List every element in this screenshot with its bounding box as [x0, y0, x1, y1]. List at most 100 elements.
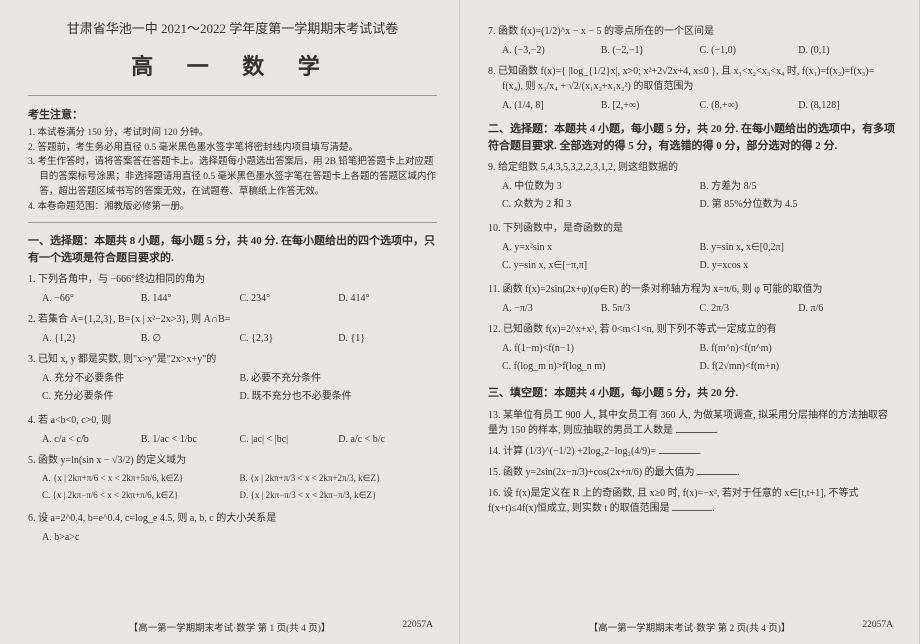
fill-blank — [672, 502, 712, 511]
opt-a: A. (−3,−2) — [502, 43, 601, 58]
q15-stem: 15. 函数 y=2sin(2x−π/3)+cos(2x+π/6) 的最大值为 — [488, 467, 695, 478]
question-6: 6. 设 a=2^0.4, b=e^0.4, c=log_e 4.5, 则 a,… — [28, 511, 437, 545]
opt-a: A. −66° — [42, 291, 141, 306]
q3-options: A. 充分不必要条件 B. 必要不充分条件 C. 充分必要条件 D. 既不充分也… — [42, 371, 437, 407]
opt-b: B. y=sin x, x∈[0,2π] — [700, 240, 898, 255]
opt-c: C. f(log_m n)>f(log_n m) — [502, 359, 700, 374]
opt-a: A. {1,2} — [42, 331, 141, 346]
notice-item: 2. 答题前，考生务必用直径 0.5 毫米黑色墨水签字笔将密封线内项目填写清楚。 — [28, 141, 437, 156]
question-2: 2. 若集合 A={1,2,3}, B={x | x²−2x>3}, 则 A∩B… — [28, 312, 437, 346]
q3-stem: 3. 已知 x, y 都是实数, 则"x>y"是"2x>x+y"的 — [28, 352, 437, 367]
question-10: 10. 下列函数中，是奇函数的是 A. y=x²sin x B. y=sin x… — [488, 221, 897, 276]
q1-stem: 1. 下列各角中，与 −666°终边相同的角为 — [28, 272, 437, 287]
opt-d: D. (8,128] — [798, 98, 897, 113]
opt-b: B. 方差为 8/5 — [700, 179, 898, 194]
q4-stem: 4. 若 a<b<0, c>0, 则 — [28, 413, 437, 428]
opt-c: C. 充分必要条件 — [42, 389, 240, 404]
opt-d: D. 414° — [338, 291, 437, 306]
opt-b: B. 5π/3 — [601, 301, 700, 316]
opt-d: D. f(2√mn)<f(m+n) — [700, 359, 898, 374]
q12-options: A. f(1−m)<f(n−1) B. f(m^n)<f(n^m) C. f(l… — [502, 341, 897, 377]
q8-stem2: f(x₄), 则 x₃/x₄ + √2/(x₁x₂+x₁x₂²) 的取值范围为 — [488, 79, 897, 94]
opt-d: D. 第 85%分位数为 4.5 — [700, 197, 898, 212]
opt-c: C. y=sin x, x∈[−π,π] — [502, 258, 700, 273]
opt-a: A. (1/4, 8] — [502, 98, 601, 113]
footer-code: 22057A — [862, 620, 893, 630]
opt-d: D. (0,1) — [798, 43, 897, 58]
opt-c: C. {x | 2kπ−π/6 < x < 2kπ+π/6, k∈Z} — [42, 489, 240, 503]
q6-stem: 6. 设 a=2^0.4, b=e^0.4, c=log_e 4.5, 则 a,… — [28, 511, 437, 526]
q6-options: A. b>a>c — [42, 530, 437, 545]
section-2-title: 二、选择题：本题共 4 小题，每小题 5 分，共 20 分. 在每小题给出的选项… — [488, 121, 897, 154]
opt-b: B. f(m^n)<f(n^m) — [700, 341, 898, 356]
section-1-title: 一、选择题：本题共 8 小题，每小题 5 分，共 40 分. 在每小题给出的四个… — [28, 233, 437, 266]
fill-blank — [697, 466, 737, 475]
q12-stem: 12. 已知函数 f(x)=2^x+x³, 若 0<m<1<n, 则下列不等式一… — [488, 322, 897, 337]
q9-options: A. 中位数为 3 B. 方差为 8/5 C. 众数为 2 和 3 D. 第 8… — [502, 179, 897, 215]
footer-text: 【高一第一学期期末考试·数学 第 1 页(共 4 页)】 — [129, 624, 331, 634]
opt-b: B. 144° — [141, 291, 240, 306]
question-16: 16. 设 f(x)是定义在 R 上的奇函数, 且 x≥0 时, f(x)=−x… — [488, 486, 897, 516]
opt-c: C. (−1,0) — [700, 43, 799, 58]
q1-options: A. −66° B. 144° C. 234° D. 414° — [42, 291, 437, 306]
q7-stem: 7. 函数 f(x)=(1/2)^x − x − 5 的零点所在的一个区间是 — [488, 24, 897, 39]
opt-a: A. {x | 2kπ+π/6 < x < 2kπ+5π/6, k∈Z} — [42, 472, 240, 486]
question-11: 11. 函数 f(x)=2sin(2x+φ)(φ∈R) 的一条对称轴方程为 x=… — [488, 282, 897, 316]
opt-a: A. f(1−m)<f(n−1) — [502, 341, 700, 356]
notice-item: 4. 本卷命题范围：湘教版必修第一册。 — [28, 200, 437, 215]
q11-options: A. −π/3 B. 5π/3 C. 2π/3 D. π/6 — [502, 301, 897, 316]
opt-c: C. {2,3} — [240, 331, 339, 346]
opt-a: A. 充分不必要条件 — [42, 371, 240, 386]
question-9: 9. 给定组数 5,4,3,5,3,2,2,3,1,2, 则这组数据的 A. 中… — [488, 160, 897, 215]
opt-c: C. 234° — [240, 291, 339, 306]
question-8: 8. 已知函数 f(x)={ |log_{1/2}x|, x>0; x²+2√2… — [488, 64, 897, 113]
question-15: 15. 函数 y=2sin(2x−π/3)+cos(2x+π/6) 的最大值为 … — [488, 465, 897, 480]
q4-options: A. c/a < c/b B. 1/ac < 1/bc C. |ac| < |b… — [42, 432, 437, 447]
divider — [28, 222, 437, 223]
q2-options: A. {1,2} B. ∅ C. {2,3} D. {1} — [42, 331, 437, 346]
footer-text: 【高一第一学期期末考试·数学 第 2 页(共 4 页)】 — [589, 624, 791, 634]
opt-b: B. 必要不充分条件 — [240, 371, 438, 386]
q5-options: A. {x | 2kπ+π/6 < x < 2kπ+5π/6, k∈Z} B. … — [42, 472, 437, 505]
divider — [28, 95, 437, 96]
question-12: 12. 已知函数 f(x)=2^x+x³, 若 0<m<1<n, 则下列不等式一… — [488, 322, 897, 377]
q7-options: A. (−3,−2) B. (−2,−1) C. (−1,0) D. (0,1) — [502, 43, 897, 58]
page-1: 甘肃省华池一中 2021～2022 学年度第一学期期末考试试卷 高 一 数 学 … — [0, 0, 460, 644]
opt-a: A. c/a < c/b — [42, 432, 141, 447]
q11-stem: 11. 函数 f(x)=2sin(2x+φ)(φ∈R) 的一条对称轴方程为 x=… — [488, 282, 897, 297]
q14-stem: 14. 计算 (1/3)^(−1/2) +2log₂2−log₂(4/9)= — [488, 446, 656, 457]
opt-d: D. {1} — [338, 331, 437, 346]
q8-options: A. (1/4, 8] B. [2,+∞) C. (8,+∞) D. (8,12… — [502, 98, 897, 113]
q2-stem: 2. 若集合 A={1,2,3}, B={x | x²−2x>3}, 则 A∩B… — [28, 312, 437, 327]
opt-a: A. y=x²sin x — [502, 240, 700, 255]
question-3: 3. 已知 x, y 都是实数, 则"x>y"是"2x>x+y"的 A. 充分不… — [28, 352, 437, 407]
q10-stem: 10. 下列函数中，是奇函数的是 — [488, 221, 897, 236]
section-3-title: 三、填空题：本题共 4 小题，每小题 5 分，共 20 分. — [488, 385, 897, 402]
question-7: 7. 函数 f(x)=(1/2)^x − x − 5 的零点所在的一个区间是 A… — [488, 24, 897, 58]
opt-d: D. 既不充分也不必要条件 — [240, 389, 438, 404]
opt-b: B. (−2,−1) — [601, 43, 700, 58]
opt-d: D. π/6 — [798, 301, 897, 316]
fill-blank — [676, 424, 716, 433]
opt-c: C. (8,+∞) — [700, 98, 799, 113]
question-14: 14. 计算 (1/3)^(−1/2) +2log₂2−log₂(4/9)= . — [488, 444, 897, 459]
opt-b: B. 1/ac < 1/bc — [141, 432, 240, 447]
opt-b: B. [2,+∞) — [601, 98, 700, 113]
notice-list: 1. 本试卷满分 150 分，考试时间 120 分钟。 2. 答题前，考生务必用… — [28, 126, 437, 214]
exam-header: 甘肃省华池一中 2021～2022 学年度第一学期期末考试试卷 — [28, 18, 437, 37]
notice-title: 考生注意： — [28, 106, 437, 122]
opt-b: B. ∅ — [141, 331, 240, 346]
subject-title: 高 一 数 学 — [28, 49, 437, 81]
page-footer-2: 【高一第一学期期末考试·数学 第 2 页(共 4 页)】 22057A — [460, 620, 919, 634]
opt-d: D. y=xcos x — [700, 258, 898, 273]
q10-options: A. y=x²sin x B. y=sin x, x∈[0,2π] C. y=s… — [502, 240, 897, 276]
opt-c: C. 众数为 2 和 3 — [502, 197, 700, 212]
page-footer-1: 【高一第一学期期末考试·数学 第 1 页(共 4 页)】 22057A — [0, 620, 459, 634]
opt-d: D. a/c < b/c — [338, 432, 437, 447]
q8-stem: 8. 已知函数 f(x)={ |log_{1/2}x|, x>0; x²+2√2… — [488, 64, 897, 79]
fill-blank — [659, 445, 699, 454]
opt-a: A. −π/3 — [502, 301, 601, 316]
question-13: 13. 某单位有员工 900 人, 其中女员工有 360 人, 为做某项调查, … — [488, 408, 897, 438]
opt-c: C. 2π/3 — [700, 301, 799, 316]
question-1: 1. 下列各角中，与 −666°终边相同的角为 A. −66° B. 144° … — [28, 272, 437, 306]
